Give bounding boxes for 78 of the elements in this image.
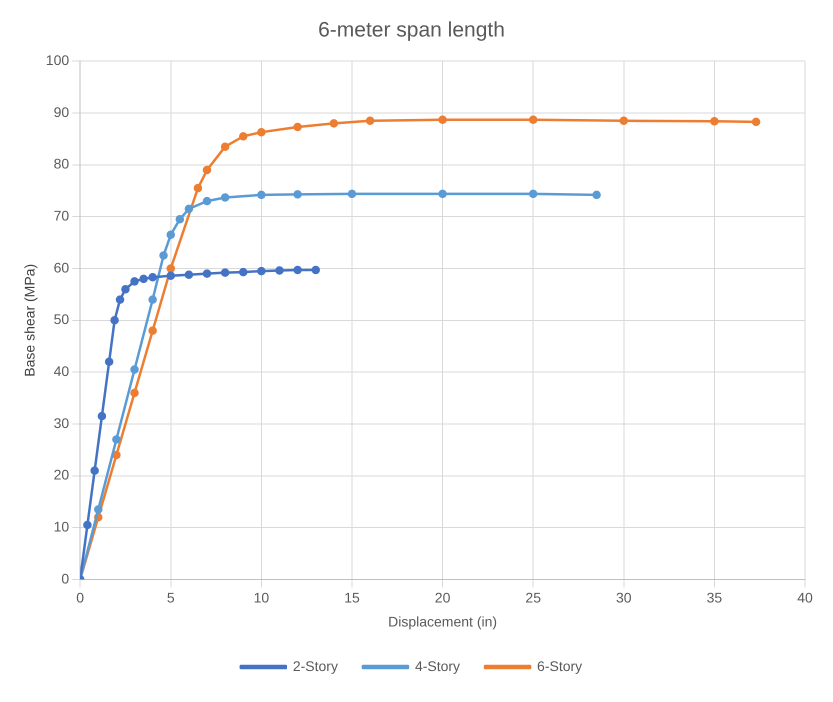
- legend-label: 2-Story: [292, 658, 338, 674]
- point: [94, 505, 103, 514]
- x-tick-label: 30: [616, 590, 632, 606]
- point: [184, 270, 194, 279]
- x-tick-label: 5: [166, 590, 175, 606]
- point: [176, 215, 184, 224]
- x-tick-label: 15: [344, 590, 360, 606]
- point: [257, 266, 266, 276]
- point: [110, 316, 119, 325]
- y-tick-label: 60: [54, 259, 70, 276]
- y-tick-label: 80: [54, 156, 70, 172]
- point: [275, 266, 284, 275]
- y-tick-label: 10: [54, 518, 70, 534]
- point: [116, 295, 124, 304]
- point: [139, 274, 148, 284]
- point: [710, 117, 719, 126]
- point: [257, 190, 266, 200]
- point: [130, 365, 139, 374]
- point: [202, 166, 212, 174]
- point: [112, 435, 121, 444]
- x-tick-label: 25: [525, 590, 542, 606]
- point: [112, 450, 121, 460]
- point: [620, 116, 628, 126]
- point: [239, 268, 248, 276]
- point: [184, 204, 194, 214]
- point: [83, 520, 92, 530]
- point: [104, 358, 114, 366]
- point: [293, 122, 302, 132]
- point: [166, 271, 176, 280]
- point: [330, 119, 338, 128]
- point: [194, 184, 202, 192]
- y-tick-label: 40: [54, 362, 70, 379]
- point: [130, 277, 139, 286]
- legend-label: 4-Story: [414, 658, 460, 674]
- x-tick-label: 10: [254, 590, 270, 606]
- point: [98, 412, 106, 420]
- point: [438, 190, 447, 198]
- point: [311, 266, 320, 274]
- x-tick-label: 0: [76, 590, 84, 606]
- x-tick-label: 20: [434, 590, 451, 606]
- point: [239, 132, 248, 141]
- y-tick-label: 70: [54, 208, 70, 224]
- y-tick-label: 50: [54, 311, 70, 328]
- point: [528, 116, 538, 124]
- y-tick-label: 100: [46, 52, 70, 68]
- legend-label: 6-Story: [537, 658, 582, 674]
- y-tick-label: 0: [61, 570, 70, 586]
- point: [166, 264, 176, 273]
- y-axis-title: Base shear (MPa): [21, 264, 38, 377]
- x-tick-label: 40: [797, 590, 813, 606]
- point: [220, 193, 230, 202]
- point: [202, 269, 212, 278]
- point: [220, 268, 230, 277]
- point: [202, 196, 212, 206]
- point: [90, 466, 99, 475]
- point: [257, 128, 266, 136]
- point: [366, 116, 374, 126]
- point: [293, 266, 302, 274]
- point: [438, 116, 447, 124]
- point: [528, 190, 538, 198]
- x-tick-label: 35: [706, 590, 722, 606]
- point: [293, 190, 302, 199]
- point: [166, 230, 176, 240]
- point: [592, 190, 601, 200]
- point: [148, 295, 157, 304]
- point: [148, 273, 157, 282]
- point: [752, 118, 760, 126]
- point: [159, 251, 168, 260]
- chart-title: 6-meter span length: [318, 18, 505, 42]
- y-tick-label: 90: [54, 104, 70, 120]
- point: [148, 326, 157, 335]
- point: [348, 190, 356, 198]
- x-axis-title: Displacement (in): [388, 613, 498, 630]
- point: [121, 284, 130, 294]
- point: [130, 388, 139, 398]
- point: [220, 142, 230, 151]
- y-tick-label: 30: [54, 414, 70, 431]
- y-tick-label: 20: [54, 466, 70, 483]
